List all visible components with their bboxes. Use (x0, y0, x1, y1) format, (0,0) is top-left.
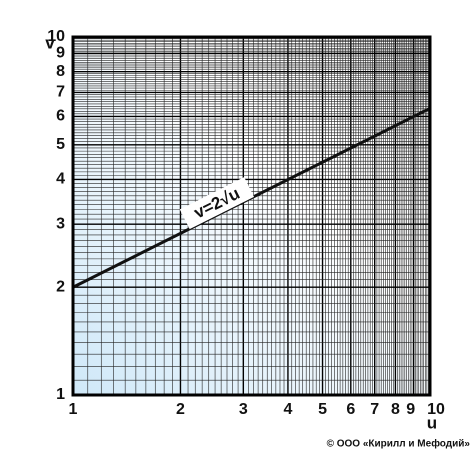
y-tick-label: 1 (56, 386, 65, 403)
plot-border (71, 35, 432, 397)
x-tick-label: 3 (239, 401, 248, 418)
x-tick-label: 8 (391, 401, 400, 418)
y-tick-label: 6 (56, 108, 65, 125)
x-tick-label: 6 (346, 401, 355, 418)
x-tick-label: 5 (318, 401, 327, 418)
y-tick-label: 10 (47, 28, 65, 45)
y-tick-label: 9 (56, 45, 65, 62)
y-tick-label: 7 (56, 84, 65, 101)
y-tick-label: 3 (56, 215, 65, 232)
credit: © ООО «Кирилл и Мефодий» (327, 438, 471, 450)
x-axis-label: u (427, 413, 437, 432)
plot-area (73, 37, 430, 395)
annotation-box (179, 177, 255, 230)
y-tick-label: 2 (56, 278, 65, 295)
y-tick-label: 8 (56, 63, 65, 80)
x-tick-label: 1 (69, 401, 78, 418)
x-tick-label: 9 (406, 401, 415, 418)
y-axis-label: v (45, 33, 55, 52)
y-tick-label: 5 (56, 136, 65, 153)
x-tick-label: 2 (176, 401, 185, 418)
x-tick-label: 7 (370, 401, 379, 418)
y-tick-label: 4 (56, 171, 65, 188)
x-tick-label: 10 (427, 401, 445, 418)
x-tick-label: 4 (283, 401, 292, 418)
